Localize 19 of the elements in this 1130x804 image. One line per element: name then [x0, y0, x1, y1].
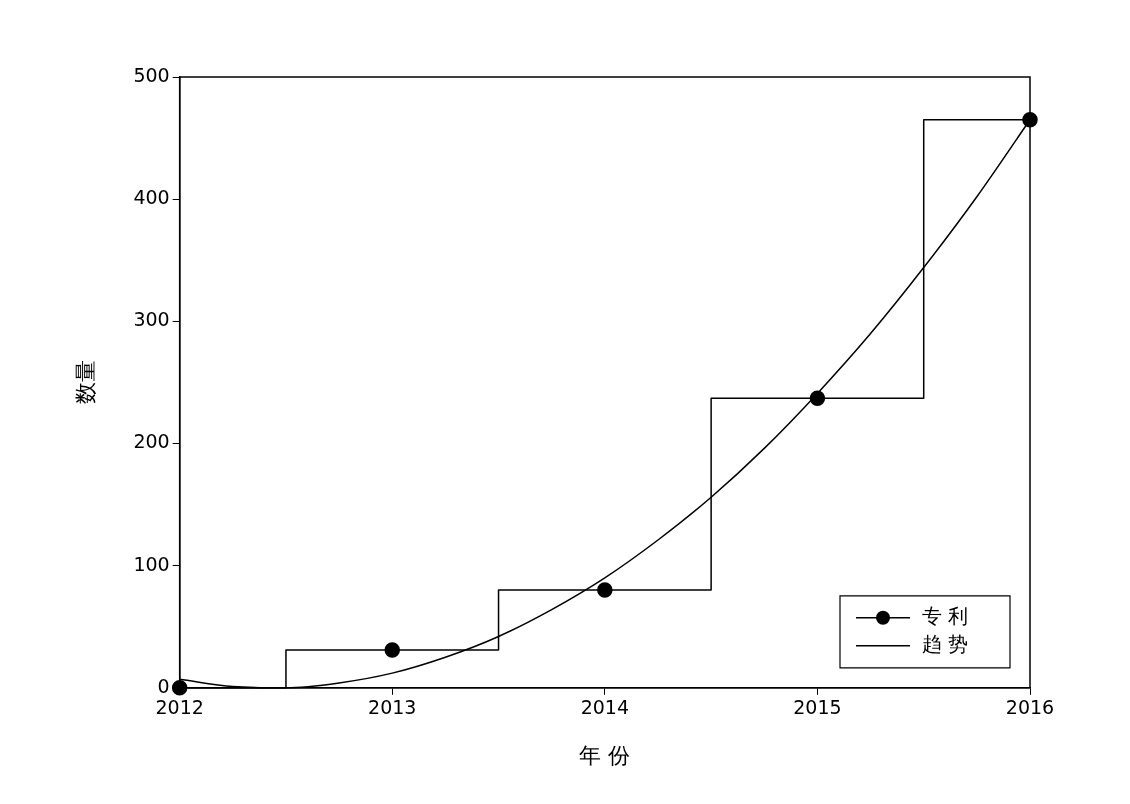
- y-axis-title: 数量: [72, 360, 98, 405]
- point: [384, 642, 400, 658]
- x-tick-label: 2013: [368, 696, 417, 719]
- y-tick-label: 400: [133, 186, 170, 209]
- x-tick-label: 2012: [155, 696, 204, 719]
- legend-label: 趋 势: [922, 632, 969, 656]
- y-tick-label: 500: [133, 63, 170, 86]
- y-tick-label: 0: [157, 674, 170, 697]
- point: [809, 390, 826, 407]
- point: [171, 680, 188, 696]
- y-tick-label: 300: [133, 308, 170, 331]
- y-tick-label: 100: [133, 552, 170, 575]
- x-tick-label: 2014: [580, 696, 630, 719]
- y-tick-label: 200: [133, 430, 170, 453]
- legend-label: 专 利: [922, 604, 969, 628]
- x-axis-title: 年 份: [579, 742, 631, 768]
- point: [597, 582, 613, 598]
- x-tick-label: 2015: [793, 696, 842, 719]
- x-tick-label: 2016: [1005, 696, 1055, 719]
